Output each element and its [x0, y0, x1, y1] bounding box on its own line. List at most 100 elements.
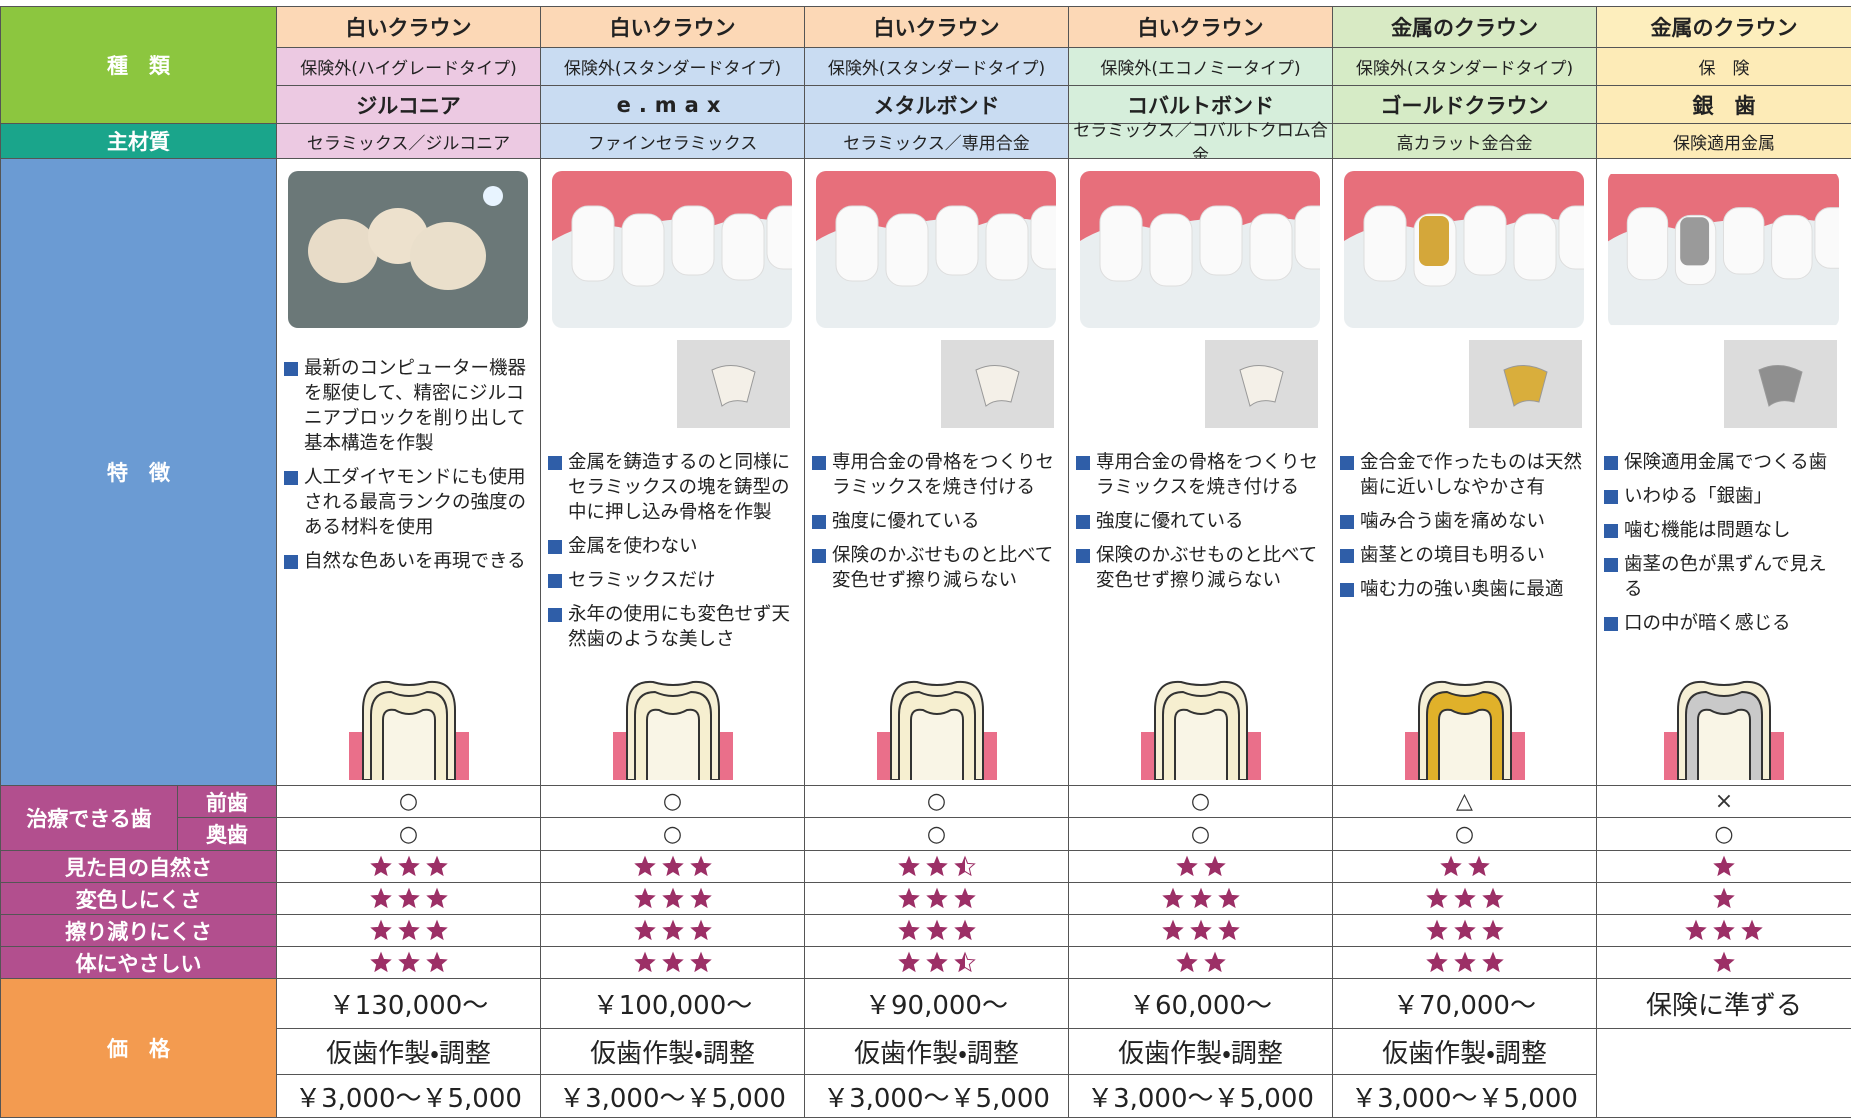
front-mark: × [1596, 785, 1851, 818]
price: ￥60,000～ [1068, 978, 1333, 1029]
feature-text: いわゆる「銀歯」 [1624, 486, 1773, 507]
rating-stars [369, 919, 448, 940]
feature-item: 噛み合う歯を痛めない [1340, 509, 1589, 534]
feature-text: 歯茎との境目も明るい [1360, 545, 1545, 566]
tooth-diagram [1664, 680, 1784, 780]
rating-stars [369, 951, 448, 972]
bullet [812, 456, 826, 470]
price: 保険に準ずる [1596, 978, 1851, 1029]
small-photo [1469, 340, 1582, 428]
rating-stars [1175, 951, 1226, 972]
small-photo [1724, 340, 1837, 428]
temp-label: 仮歯作製・調整 [804, 1028, 1069, 1075]
feature-item: 保険のかぶせものと比べて変色せず擦り減らない [1076, 543, 1325, 593]
tooth-diagram [612, 680, 733, 780]
rating-stars [1425, 951, 1504, 972]
category: 白いクラウン [540, 6, 805, 48]
feature-item: 永年の使用にも変色せず天然歯のような美しさ [548, 602, 797, 652]
temp-label: 仮歯作製・調整 [276, 1028, 541, 1075]
rating-stars [1425, 919, 1504, 940]
temp-price: ￥3,000～￥5,000 [804, 1074, 1069, 1118]
rating-stars [897, 855, 976, 876]
rating-cell [1068, 882, 1333, 915]
front-mark: ○ [540, 785, 805, 818]
insurance: 保 険 [1596, 47, 1851, 86]
label-front: 前歯 [177, 785, 277, 818]
feature-text: 噛む力の強い奥歯に最適 [1360, 579, 1564, 600]
label-rating: 体にやさしい [0, 946, 277, 979]
bullet [812, 515, 826, 529]
rating-stars [369, 855, 448, 876]
rating-cell [1068, 946, 1333, 979]
temp-label: 仮歯作製・調整 [1068, 1028, 1333, 1075]
rating-cell [540, 914, 805, 947]
rating-cell [1596, 850, 1851, 883]
rating-stars [633, 951, 712, 972]
rating-cell [276, 946, 541, 979]
rating-stars [633, 855, 712, 876]
bullet [1604, 558, 1618, 572]
price: ￥100,000～ [540, 978, 805, 1029]
rating-cell [276, 882, 541, 915]
bullet [1604, 524, 1618, 538]
photo [1344, 171, 1584, 328]
temp-label: 仮歯作製・調整 [1332, 1028, 1597, 1075]
price: ￥90,000～ [804, 978, 1069, 1029]
bullet [1340, 549, 1354, 563]
rating-stars [1685, 919, 1763, 940]
back-mark: ○ [804, 817, 1069, 851]
category: 金属のクラウン [1332, 6, 1597, 48]
product-name: 銀 歯 [1596, 85, 1851, 124]
rating-cell [1068, 850, 1333, 883]
material: セラミックス／コバルトクロム合金 [1068, 121, 1333, 166]
rating-cell [1596, 946, 1851, 979]
feature-text: 保険のかぶせものと比べて変色せず擦り減らない [832, 545, 1054, 591]
bullet [1076, 456, 1090, 470]
temp-price: ￥3,000～￥5,000 [540, 1074, 805, 1118]
rating-stars [369, 887, 448, 908]
feature-text: 金合金で作ったものは天然歯に近いしなやかさ有 [1360, 452, 1583, 498]
feature-item: 強度に優れている [1076, 509, 1325, 534]
label-features: 特 徴 [0, 158, 277, 786]
feature-item: 専用合金の骨格をつくりセラミックスを焼き付ける [1076, 450, 1325, 500]
bullet [548, 456, 562, 470]
feature-text: セラミックスだけ [568, 570, 716, 591]
feature-text: 噛み合う歯を痛めない [1360, 511, 1546, 532]
product-name: ゴールドクラウン [1332, 85, 1597, 124]
feature-text: 金属を鋳造するのと同様にセラミックスの塊を鋳型の中に押し込み骨格を作製 [568, 452, 791, 523]
rating-stars [897, 919, 976, 940]
feature-item: いわゆる「銀歯」 [1604, 484, 1844, 509]
feature-list: 金属を鋳造するのと同様にセラミックスの塊を鋳型の中に押し込み骨格を作製金属を使わ… [548, 450, 797, 661]
feature-item: 保険適用金属でつくる歯 [1604, 450, 1844, 475]
feature-text: 自然な色あいを再現できる [304, 551, 526, 572]
feature-text: 永年の使用にも変色せず天然歯のような美しさ [568, 604, 791, 650]
feature-text: 最新のコンピューター機器を駆使して、精密にジルコニアブロックを削り出して基本構造… [304, 358, 527, 454]
feature-text: 保険適用金属でつくる歯 [1624, 452, 1828, 473]
feature-item: 金属を使わない [548, 534, 797, 559]
insurance: 保険外(スタンダードタイプ) [804, 47, 1069, 86]
photo [288, 171, 528, 328]
label-back: 奥歯 [177, 817, 277, 851]
photo [1080, 171, 1320, 328]
bullet [1076, 549, 1090, 563]
product-name: コバルトボンド [1068, 85, 1333, 124]
bullet [1340, 515, 1354, 529]
material: セラミックス／ジルコニア [276, 123, 541, 159]
tooth-diagram [876, 680, 997, 780]
category: 白いクラウン [276, 6, 541, 48]
bullet [548, 540, 562, 554]
feature-text: 専用合金の骨格をつくりセラミックスを焼き付ける [832, 452, 1055, 498]
label-price: 価 格 [0, 978, 277, 1118]
rating-stars [633, 887, 712, 908]
feature-item: 保険のかぶせものと比べて変色せず擦り減らない [812, 543, 1061, 593]
back-mark: ○ [540, 817, 805, 851]
feature-item: 歯茎との境目も明るい [1340, 543, 1589, 568]
feature-item: 専用合金の骨格をつくりセラミックスを焼き付ける [812, 450, 1061, 500]
material: 保険適用金属 [1596, 123, 1851, 159]
temp-price: ￥3,000～￥5,000 [276, 1074, 541, 1118]
material: ファインセラミックス [540, 123, 805, 159]
back-mark: ○ [1068, 817, 1333, 851]
bullet [1604, 456, 1618, 470]
feature-item: 噛む力の強い奥歯に最適 [1340, 577, 1589, 602]
rating-stars [1175, 855, 1226, 876]
